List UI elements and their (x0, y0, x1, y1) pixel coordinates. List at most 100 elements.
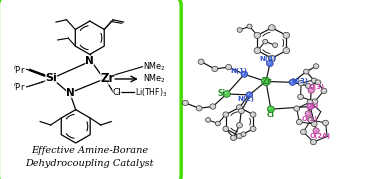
Circle shape (308, 101, 310, 102)
Circle shape (270, 57, 272, 58)
Circle shape (206, 118, 211, 122)
Circle shape (295, 107, 297, 108)
Text: Li: Li (311, 103, 319, 109)
Circle shape (322, 89, 324, 91)
Circle shape (305, 70, 306, 72)
Circle shape (251, 113, 253, 115)
Circle shape (237, 123, 242, 128)
Circle shape (241, 132, 246, 137)
Circle shape (225, 92, 226, 94)
Circle shape (301, 129, 306, 135)
Circle shape (237, 28, 242, 32)
Circle shape (268, 25, 275, 31)
Circle shape (310, 89, 311, 90)
Text: NMe$_2$: NMe$_2$ (143, 61, 166, 73)
Circle shape (268, 55, 275, 61)
Text: N: N (85, 55, 94, 66)
Text: Si: Si (45, 73, 57, 83)
Text: O(1): O(1) (302, 116, 318, 122)
Circle shape (223, 112, 229, 117)
Circle shape (247, 24, 252, 29)
Circle shape (254, 47, 261, 54)
Circle shape (198, 59, 204, 64)
Circle shape (314, 65, 316, 66)
Circle shape (263, 79, 266, 81)
Circle shape (242, 133, 243, 134)
Circle shape (311, 78, 317, 83)
Circle shape (268, 62, 270, 63)
Circle shape (198, 107, 199, 108)
FancyBboxPatch shape (0, 0, 181, 179)
Circle shape (274, 44, 275, 45)
Text: Zr: Zr (100, 72, 115, 85)
Circle shape (307, 100, 313, 105)
Circle shape (311, 121, 317, 127)
Circle shape (224, 127, 226, 129)
Text: Cl: Cl (267, 112, 275, 118)
Circle shape (313, 122, 314, 124)
Circle shape (251, 127, 253, 129)
Circle shape (307, 85, 308, 86)
Circle shape (298, 81, 304, 86)
Circle shape (308, 88, 314, 93)
Circle shape (256, 34, 257, 35)
Circle shape (269, 107, 271, 109)
Circle shape (250, 112, 256, 117)
Circle shape (305, 111, 311, 117)
Circle shape (241, 71, 248, 77)
Circle shape (297, 94, 304, 100)
Circle shape (239, 108, 244, 114)
Circle shape (305, 83, 311, 88)
Circle shape (312, 99, 318, 104)
Circle shape (238, 135, 239, 136)
Circle shape (270, 26, 272, 28)
Circle shape (237, 133, 242, 139)
Circle shape (246, 92, 253, 98)
Circle shape (240, 110, 241, 111)
Circle shape (239, 29, 240, 30)
Text: N: N (66, 88, 75, 98)
Circle shape (227, 66, 229, 67)
Circle shape (294, 106, 300, 111)
Circle shape (207, 119, 208, 120)
Circle shape (250, 126, 256, 132)
Circle shape (196, 106, 202, 111)
Circle shape (243, 73, 244, 74)
Circle shape (263, 39, 268, 44)
Circle shape (210, 104, 216, 109)
Circle shape (266, 61, 273, 67)
Circle shape (317, 81, 318, 82)
Circle shape (291, 81, 293, 82)
Text: N(1): N(1) (230, 68, 247, 74)
Circle shape (217, 122, 218, 124)
Circle shape (313, 100, 314, 101)
Circle shape (313, 79, 314, 81)
Circle shape (254, 32, 261, 38)
Text: N(3): N(3) (292, 78, 309, 84)
Circle shape (323, 120, 328, 126)
Circle shape (309, 119, 311, 120)
Circle shape (298, 121, 299, 122)
Circle shape (315, 80, 321, 85)
Circle shape (283, 32, 290, 38)
Text: Dehydrocoupling Catalyst: Dehydrocoupling Catalyst (26, 159, 154, 168)
Circle shape (200, 60, 201, 62)
Text: Zr: Zr (262, 77, 272, 86)
Circle shape (273, 43, 277, 47)
Circle shape (238, 124, 239, 125)
Circle shape (232, 137, 234, 138)
Circle shape (308, 117, 314, 123)
Text: Si: Si (218, 89, 226, 98)
Text: Cl: Cl (113, 88, 121, 97)
Circle shape (264, 40, 265, 42)
Circle shape (213, 67, 215, 69)
Circle shape (308, 105, 310, 106)
Circle shape (224, 113, 226, 115)
Circle shape (223, 91, 230, 97)
Circle shape (211, 105, 213, 107)
Text: O(3): O(3) (309, 84, 325, 90)
Circle shape (296, 119, 302, 125)
Circle shape (267, 106, 274, 112)
Circle shape (223, 126, 229, 132)
Circle shape (304, 69, 309, 74)
